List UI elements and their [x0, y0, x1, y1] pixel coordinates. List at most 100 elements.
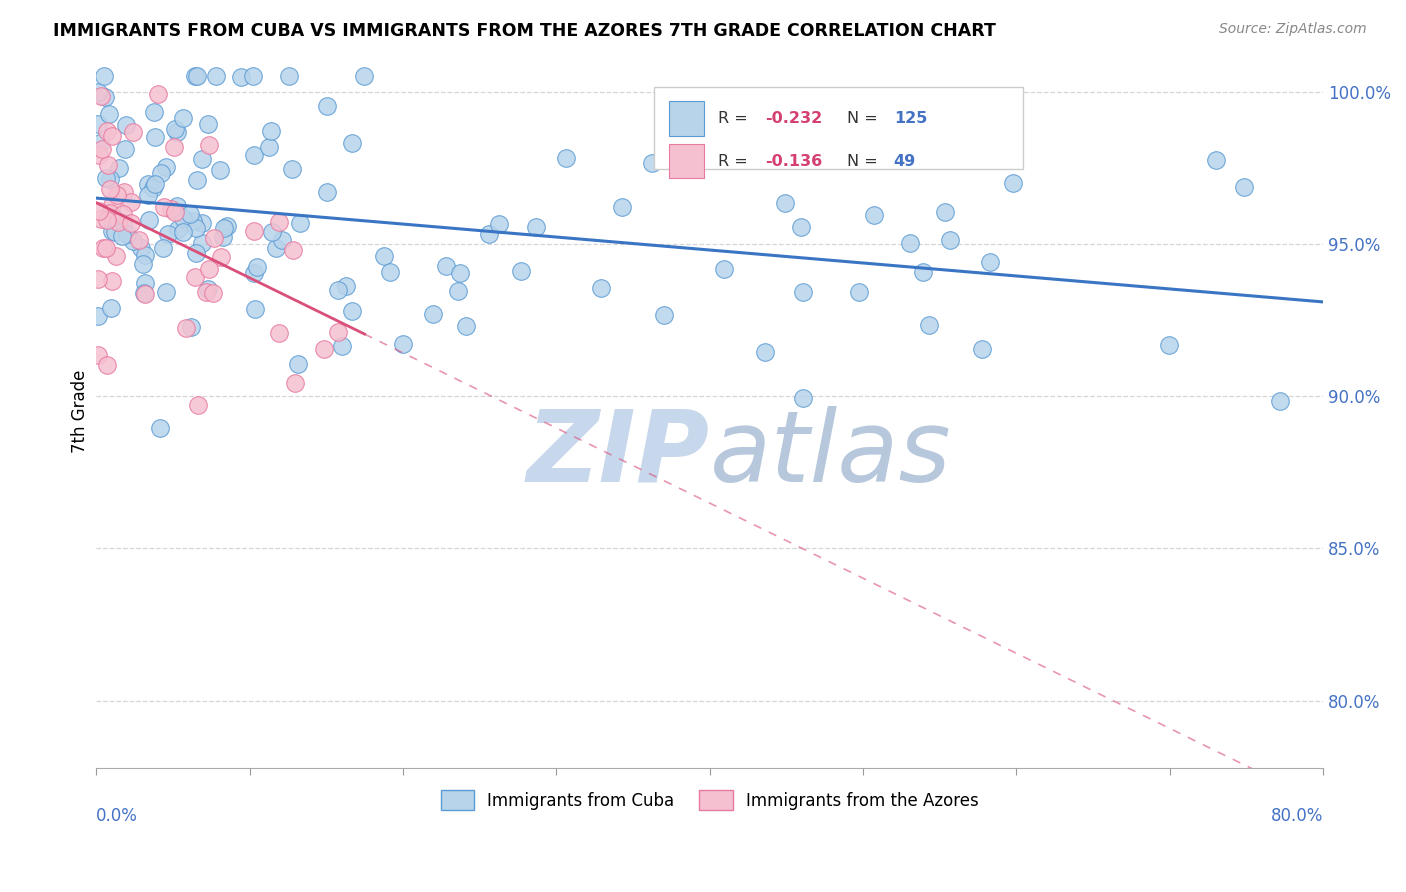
Text: R =: R = [718, 112, 754, 126]
Point [142, 181, 165, 195]
Point [713, 261, 735, 276]
Point [378, 265, 401, 279]
Point [242, 266, 264, 280]
Point [342, 136, 364, 150]
Point [96, 212, 118, 227]
Point [104, 225, 127, 239]
Point [132, 286, 155, 301]
Point [191, 235, 214, 250]
Point [163, 140, 186, 154]
Point [96, 171, 118, 186]
Point [108, 161, 131, 175]
Point [87, 85, 110, 99]
Point [267, 326, 290, 341]
Point [120, 216, 142, 230]
Point [257, 140, 280, 154]
Point [197, 117, 219, 131]
Point [335, 279, 357, 293]
Point [101, 197, 124, 211]
Point [979, 255, 1001, 269]
Point [641, 156, 664, 170]
Point [287, 357, 309, 371]
Point [157, 227, 180, 241]
Point [260, 225, 283, 239]
Point [94, 241, 117, 255]
Point [89, 148, 111, 162]
Point [373, 249, 395, 263]
Point [97, 107, 120, 121]
Point [112, 216, 135, 230]
Point [1001, 176, 1024, 190]
Point [104, 249, 127, 263]
Point [1205, 153, 1227, 167]
Point [328, 283, 350, 297]
Point [243, 301, 266, 316]
Point [90, 89, 112, 103]
Point [100, 273, 122, 287]
Point [288, 216, 311, 230]
Point [554, 151, 576, 165]
Point [115, 227, 138, 242]
Point [87, 117, 110, 131]
Point [269, 214, 291, 228]
Point [165, 122, 187, 136]
Point [87, 271, 110, 285]
Text: Source: ZipAtlas.com: Source: ZipAtlas.com [1219, 22, 1367, 37]
Point [186, 70, 208, 84]
Point [184, 245, 207, 260]
Point [180, 320, 202, 334]
Text: 49: 49 [894, 153, 915, 169]
Point [184, 221, 207, 235]
Text: IMMIGRANTS FROM CUBA VS IMMIGRANTS FROM THE AZORES 7TH GRADE CORRELATION CHART: IMMIGRANTS FROM CUBA VS IMMIGRANTS FROM … [53, 22, 997, 40]
Point [167, 222, 190, 236]
Point [149, 166, 172, 180]
Point [848, 285, 870, 300]
Text: ZIP: ZIP [527, 406, 710, 503]
Point [96, 124, 118, 138]
Point [260, 124, 283, 138]
Point [754, 345, 776, 359]
Point [136, 187, 159, 202]
Point [172, 211, 194, 226]
Bar [669, 145, 703, 178]
Point [509, 264, 531, 278]
FancyBboxPatch shape [654, 87, 1022, 169]
Text: atlas: atlas [710, 406, 952, 503]
Point [134, 277, 156, 291]
Point [316, 186, 339, 200]
Point [149, 421, 172, 435]
Point [153, 200, 176, 214]
Point [524, 219, 547, 234]
Point [264, 241, 287, 255]
Point [160, 202, 183, 217]
Point [195, 285, 218, 299]
Point [316, 99, 339, 113]
Point [138, 213, 160, 227]
Point [121, 234, 143, 248]
Point [89, 204, 111, 219]
Text: -0.232: -0.232 [765, 112, 823, 126]
Point [763, 149, 786, 163]
Point [155, 285, 177, 300]
Point [392, 337, 415, 351]
Point [918, 318, 941, 333]
Point [898, 236, 921, 251]
Point [478, 227, 501, 242]
Point [174, 321, 197, 335]
Point [163, 205, 186, 219]
Point [281, 162, 304, 177]
Point [111, 207, 134, 221]
Point [212, 220, 235, 235]
Point [342, 303, 364, 318]
Point [105, 187, 128, 202]
Point [184, 70, 207, 84]
Point [129, 241, 152, 255]
Point [100, 224, 122, 238]
Point [212, 230, 235, 244]
Point [934, 204, 956, 219]
Point [101, 129, 124, 144]
Point [454, 319, 477, 334]
Point [112, 185, 135, 199]
Point [589, 281, 612, 295]
Point [90, 212, 112, 227]
